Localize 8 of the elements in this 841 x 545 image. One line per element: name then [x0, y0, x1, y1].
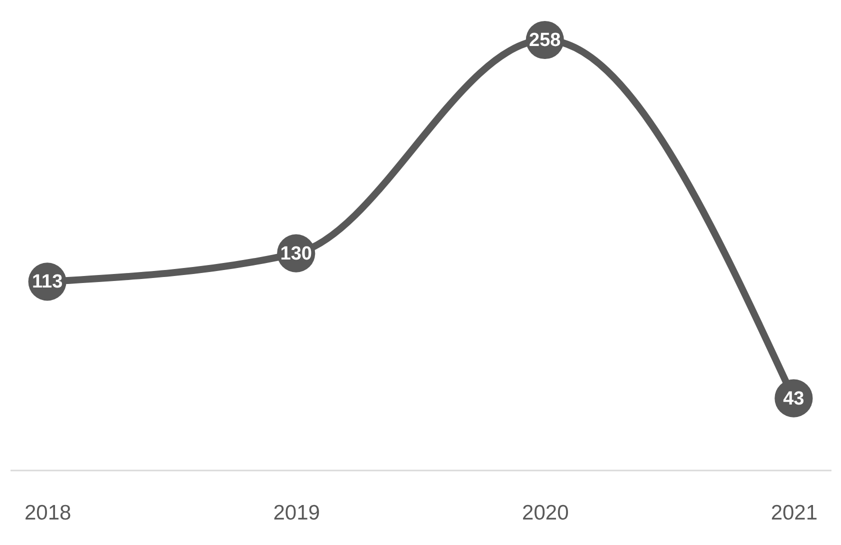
x-tick-label: 2018: [24, 502, 72, 524]
data-label: 258: [529, 30, 561, 51]
data-label: 113: [32, 272, 63, 293]
data-label: 130: [280, 243, 312, 264]
data-label: 43: [783, 388, 804, 410]
x-tick-label: 2021: [770, 502, 818, 524]
x-tick-label: 2020: [522, 502, 569, 524]
x-tick-label: 2019: [273, 502, 320, 524]
